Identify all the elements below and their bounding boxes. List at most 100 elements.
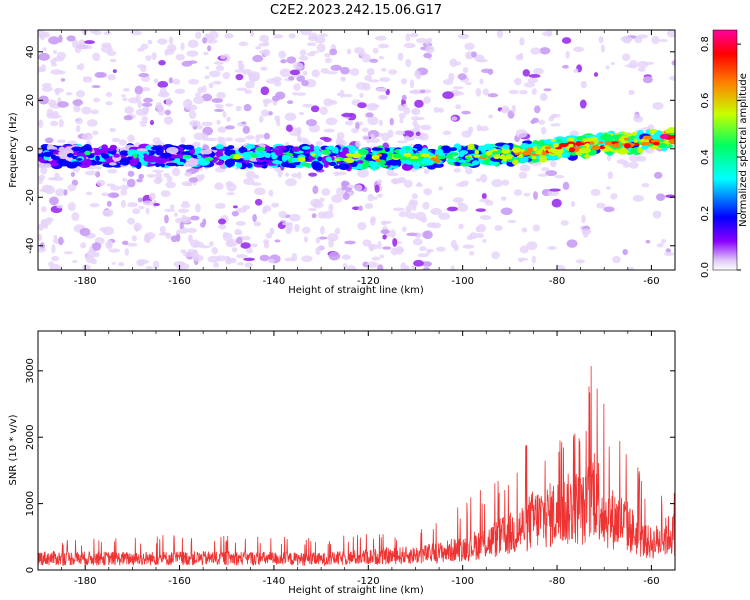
ridge-blob (42, 163, 52, 168)
noise-blob (628, 267, 635, 270)
ridge-blob (404, 146, 410, 151)
noise-blob (465, 81, 472, 86)
noise-blob (411, 193, 418, 200)
noise-blob (573, 46, 585, 53)
ridge-blob (145, 144, 152, 151)
noise-blob (303, 236, 309, 243)
noise-blob (487, 93, 499, 98)
noise-blob (215, 202, 226, 209)
noise-blob (228, 257, 237, 264)
noise-blob (122, 97, 128, 102)
noise-blob (593, 72, 599, 77)
noise-blob (84, 170, 97, 176)
noise-blob (235, 236, 243, 244)
noise-blob (301, 79, 309, 87)
noise-blob (294, 223, 300, 233)
noise-blob (336, 131, 345, 140)
noise-blob (368, 79, 380, 83)
ridge-blob (512, 159, 519, 166)
noise-blob (392, 178, 398, 185)
noise-blob (318, 33, 329, 37)
noise-blob (321, 188, 331, 196)
ridge-core (652, 141, 660, 146)
ridge-blob (450, 159, 457, 163)
ridge-blob (641, 144, 649, 150)
noise-blob (378, 119, 383, 126)
noise-blob (265, 232, 273, 239)
noise-blob (666, 30, 675, 38)
noise-blob (258, 115, 264, 123)
noise-blob (180, 136, 186, 144)
noise-blob (223, 231, 228, 237)
ridge-blob (119, 157, 130, 166)
noise-blob (301, 255, 313, 263)
noise-blob (216, 119, 221, 125)
noise-blob (560, 220, 569, 226)
noise-blob (243, 257, 255, 261)
noise-blob (438, 212, 451, 220)
noise-blob (106, 183, 116, 187)
noise-blob (118, 139, 127, 146)
ridge-blob (332, 146, 339, 155)
noise-blob (253, 221, 262, 227)
noise-blob (328, 251, 341, 261)
ridge-core (598, 146, 606, 150)
y-tick-label: 0 (25, 146, 36, 152)
ridge-core (559, 142, 568, 148)
noise-blob (93, 30, 102, 36)
noise-blob (342, 192, 350, 200)
ridge-blob (272, 148, 278, 153)
ridge-blob (371, 162, 377, 171)
colorbar-tick-label: 0.4 (700, 149, 711, 165)
noise-blob (84, 40, 95, 45)
noise-blob (215, 103, 220, 108)
noise-blob (519, 37, 525, 46)
noise-blob (499, 108, 512, 112)
noise-blob (372, 47, 379, 54)
noise-blob (528, 73, 541, 78)
noise-blob (610, 61, 615, 66)
ridge-blob (246, 162, 253, 169)
noise-blob (410, 89, 423, 95)
noise-blob (309, 50, 319, 54)
noise-blob (377, 43, 390, 49)
noise-blob (131, 235, 137, 242)
noise-blob (442, 91, 454, 99)
snr-y-label: SNR (10 * v/v) (8, 414, 19, 485)
noise-blob (659, 39, 668, 43)
noise-blob (163, 116, 174, 125)
noise-blob (341, 180, 350, 187)
noise-blob (279, 68, 292, 78)
noise-blob (142, 200, 155, 206)
noise-blob (442, 79, 454, 86)
ridge-blob (412, 161, 421, 170)
noise-blob (218, 223, 227, 230)
noise-blob (146, 173, 156, 178)
noise-blob (94, 71, 104, 78)
noise-blob (259, 254, 270, 262)
noise-blob (382, 234, 387, 240)
noise-blob (152, 137, 161, 145)
colorbar-tick-label: 0.8 (700, 36, 711, 52)
noise-blob (86, 119, 98, 127)
noise-blob (518, 258, 523, 263)
noise-blob (392, 237, 398, 247)
noise-blob (346, 48, 352, 55)
noise-blob (148, 192, 156, 201)
noise-blob (453, 61, 462, 66)
noise-blob (411, 116, 420, 121)
ridge-blob (338, 163, 350, 171)
noise-blob (38, 233, 43, 242)
noise-blob (175, 233, 181, 242)
noise-blob (252, 54, 264, 63)
noise-blob (423, 188, 432, 196)
noise-blob (263, 132, 271, 140)
noise-blob (423, 96, 431, 104)
y-tick-label: 1000 (25, 491, 36, 516)
noise-blob (260, 86, 270, 96)
ridge-core (434, 157, 441, 163)
noise-blob (605, 65, 610, 70)
ridge-blob (154, 157, 167, 165)
noise-blob (238, 61, 243, 71)
spectrogram-x-label: Height of straight line (km) (288, 285, 424, 296)
